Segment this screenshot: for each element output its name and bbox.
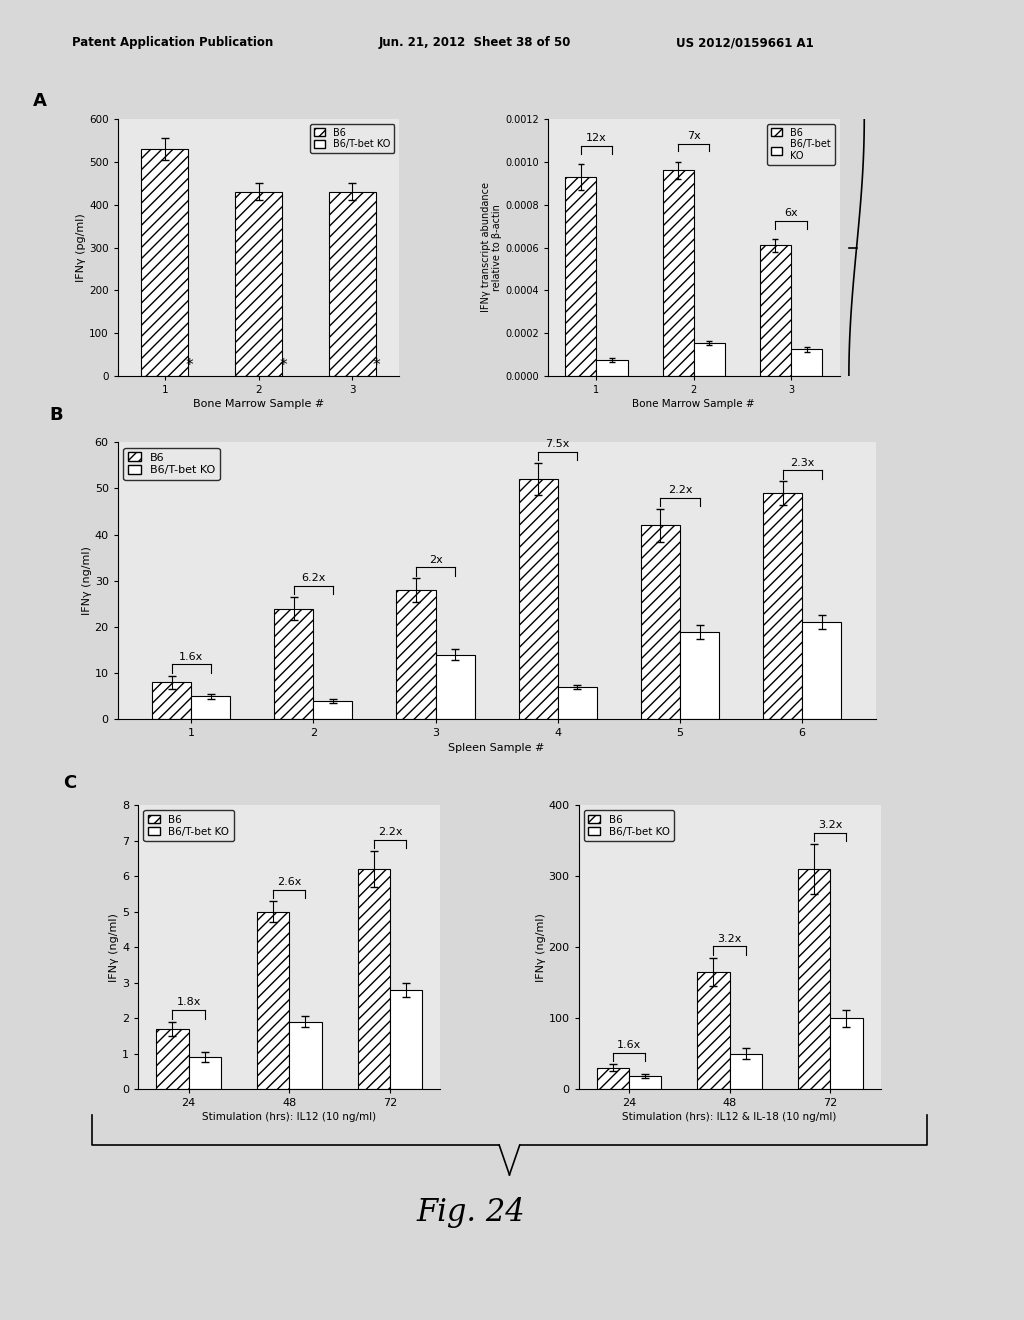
Legend: B6, B6/T-bet KO: B6, B6/T-bet KO	[584, 810, 674, 841]
Bar	[680, 632, 719, 719]
Bar	[390, 990, 422, 1089]
Bar	[257, 912, 289, 1089]
Text: B: B	[49, 407, 63, 424]
Text: 2.2x: 2.2x	[668, 486, 692, 495]
Text: 2x: 2x	[429, 554, 442, 565]
Text: 6x: 6x	[784, 209, 798, 218]
Bar	[798, 869, 830, 1089]
Bar	[396, 590, 435, 719]
X-axis label: Spleen Sample #: Spleen Sample #	[449, 743, 545, 752]
X-axis label: Bone Marrow Sample #: Bone Marrow Sample #	[193, 400, 325, 409]
Text: 1.6x: 1.6x	[616, 1040, 641, 1049]
Text: *: *	[185, 358, 193, 372]
Legend: B6, B6/T-bet KO: B6, B6/T-bet KO	[123, 447, 220, 479]
Text: *: *	[280, 358, 287, 372]
Text: US 2012/0159661 A1: US 2012/0159661 A1	[676, 36, 814, 49]
Bar	[313, 701, 352, 719]
Bar	[357, 869, 390, 1089]
Y-axis label: IFNγ transcript abundance
relative to β-actin: IFNγ transcript abundance relative to β-…	[480, 182, 503, 313]
Text: 2.2x: 2.2x	[378, 828, 402, 837]
Text: A: A	[33, 92, 47, 110]
Bar	[763, 492, 802, 719]
Bar	[329, 191, 376, 376]
Y-axis label: IFNγ (ng/ml): IFNγ (ng/ml)	[110, 912, 120, 982]
Bar	[729, 1053, 762, 1089]
X-axis label: Stimulation (hrs): IL12 (10 ng/ml): Stimulation (hrs): IL12 (10 ng/ml)	[202, 1113, 377, 1122]
Y-axis label: IFNγ (ng/ml): IFNγ (ng/ml)	[536, 912, 546, 982]
Legend: B6, B6/T-bet
KO: B6, B6/T-bet KO	[767, 124, 835, 165]
Text: 3.2x: 3.2x	[718, 933, 741, 944]
Bar	[597, 1068, 629, 1089]
Bar	[802, 623, 842, 719]
Text: 7.5x: 7.5x	[546, 440, 570, 449]
Bar	[629, 1076, 662, 1089]
Bar	[289, 1022, 322, 1089]
Bar	[188, 1057, 221, 1089]
Text: 12x: 12x	[586, 133, 607, 144]
Text: Fig. 24: Fig. 24	[417, 1197, 525, 1228]
Bar	[694, 343, 725, 376]
Y-axis label: IFNγ (ng/ml): IFNγ (ng/ml)	[82, 546, 92, 615]
Legend: B6, B6/T-bet KO: B6, B6/T-bet KO	[310, 124, 394, 153]
Bar	[558, 686, 597, 719]
Text: 1.8x: 1.8x	[176, 998, 201, 1007]
Text: C: C	[62, 774, 76, 792]
Bar	[697, 972, 729, 1089]
Bar	[565, 177, 596, 376]
Bar	[518, 479, 558, 719]
Bar	[791, 350, 822, 376]
Bar	[152, 682, 191, 719]
Bar	[274, 609, 313, 719]
Text: 7x: 7x	[687, 131, 700, 141]
Legend: B6, B6/T-bet KO: B6, B6/T-bet KO	[143, 810, 233, 841]
Bar	[641, 525, 680, 719]
Y-axis label: IFNγ (pg/ml): IFNγ (pg/ml)	[77, 213, 86, 282]
Bar	[663, 170, 694, 376]
Text: *: *	[373, 358, 381, 372]
Bar	[191, 697, 230, 719]
Bar	[141, 149, 188, 376]
X-axis label: Bone Marrow Sample #: Bone Marrow Sample #	[633, 400, 755, 409]
Text: 3.2x: 3.2x	[818, 820, 843, 830]
Text: 1.6x: 1.6x	[179, 652, 203, 661]
Text: Patent Application Publication: Patent Application Publication	[72, 36, 273, 49]
Bar	[596, 360, 628, 376]
Text: 2.3x: 2.3x	[790, 458, 814, 467]
Bar	[830, 1018, 862, 1089]
Bar	[157, 1028, 188, 1089]
Bar	[236, 191, 282, 376]
Text: 2.6x: 2.6x	[278, 876, 301, 887]
Text: Jun. 21, 2012  Sheet 38 of 50: Jun. 21, 2012 Sheet 38 of 50	[379, 36, 571, 49]
X-axis label: Stimulation (hrs): IL12 & IL-18 (10 ng/ml): Stimulation (hrs): IL12 & IL-18 (10 ng/m…	[623, 1113, 837, 1122]
Bar	[760, 246, 791, 376]
Text: 6.2x: 6.2x	[301, 573, 326, 583]
Bar	[435, 655, 475, 719]
